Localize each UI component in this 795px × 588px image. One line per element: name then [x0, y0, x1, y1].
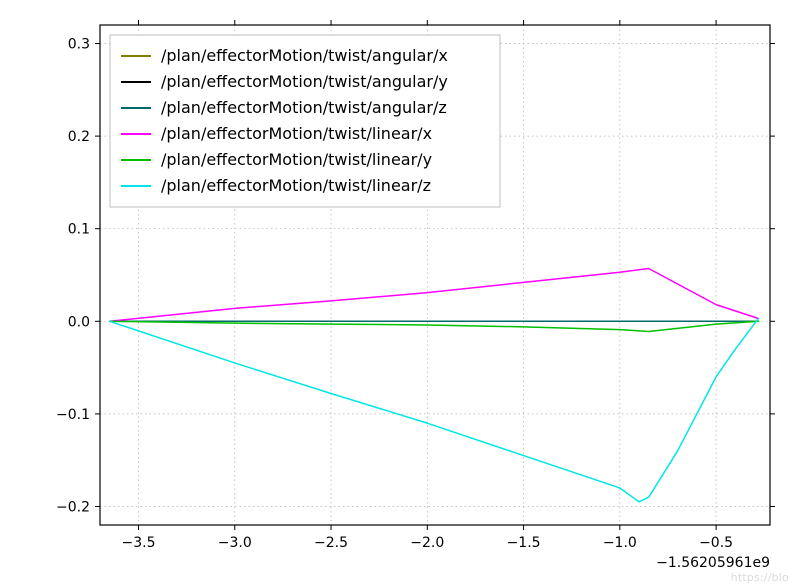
ytick-label: 0.3: [68, 37, 90, 53]
ytick-label: 0.2: [68, 129, 90, 145]
xtick-label: −3.0: [218, 535, 252, 551]
legend-label: /plan/effectorMotion/twist/angular/z: [161, 98, 447, 117]
xaxis-offset-text: −1.56205961e9: [656, 555, 770, 571]
legend-label: /plan/effectorMotion/twist/linear/y: [161, 150, 432, 169]
chart-canvas: −3.5 −3.0 −2.5 −2.0 −1.5 −1.0 −0.5 −0.2 −0.1 0.0 0…: [0, 0, 795, 588]
ytick-label: 0.1: [68, 222, 90, 238]
xtick-label: −2.5: [314, 535, 348, 551]
legend-label: /plan/effectorMotion/twist/linear/z: [161, 176, 431, 195]
xtick-label: −3.5: [122, 535, 156, 551]
xtick-label: −2.0: [410, 535, 444, 551]
xtick-label: −1.0: [603, 535, 637, 551]
xtick-label: −0.5: [699, 535, 733, 551]
legend-label: /plan/effectorMotion/twist/angular/x: [161, 46, 448, 65]
xtick-label: −1.5: [507, 535, 541, 551]
ytick-label: −0.1: [56, 407, 90, 423]
legend-label: /plan/effectorMotion/twist/angular/y: [161, 72, 448, 91]
legend-label: /plan/effectorMotion/twist/linear/x: [161, 124, 432, 143]
ytick-label: −0.2: [56, 499, 90, 515]
ytick-label: 0.0: [68, 314, 90, 330]
